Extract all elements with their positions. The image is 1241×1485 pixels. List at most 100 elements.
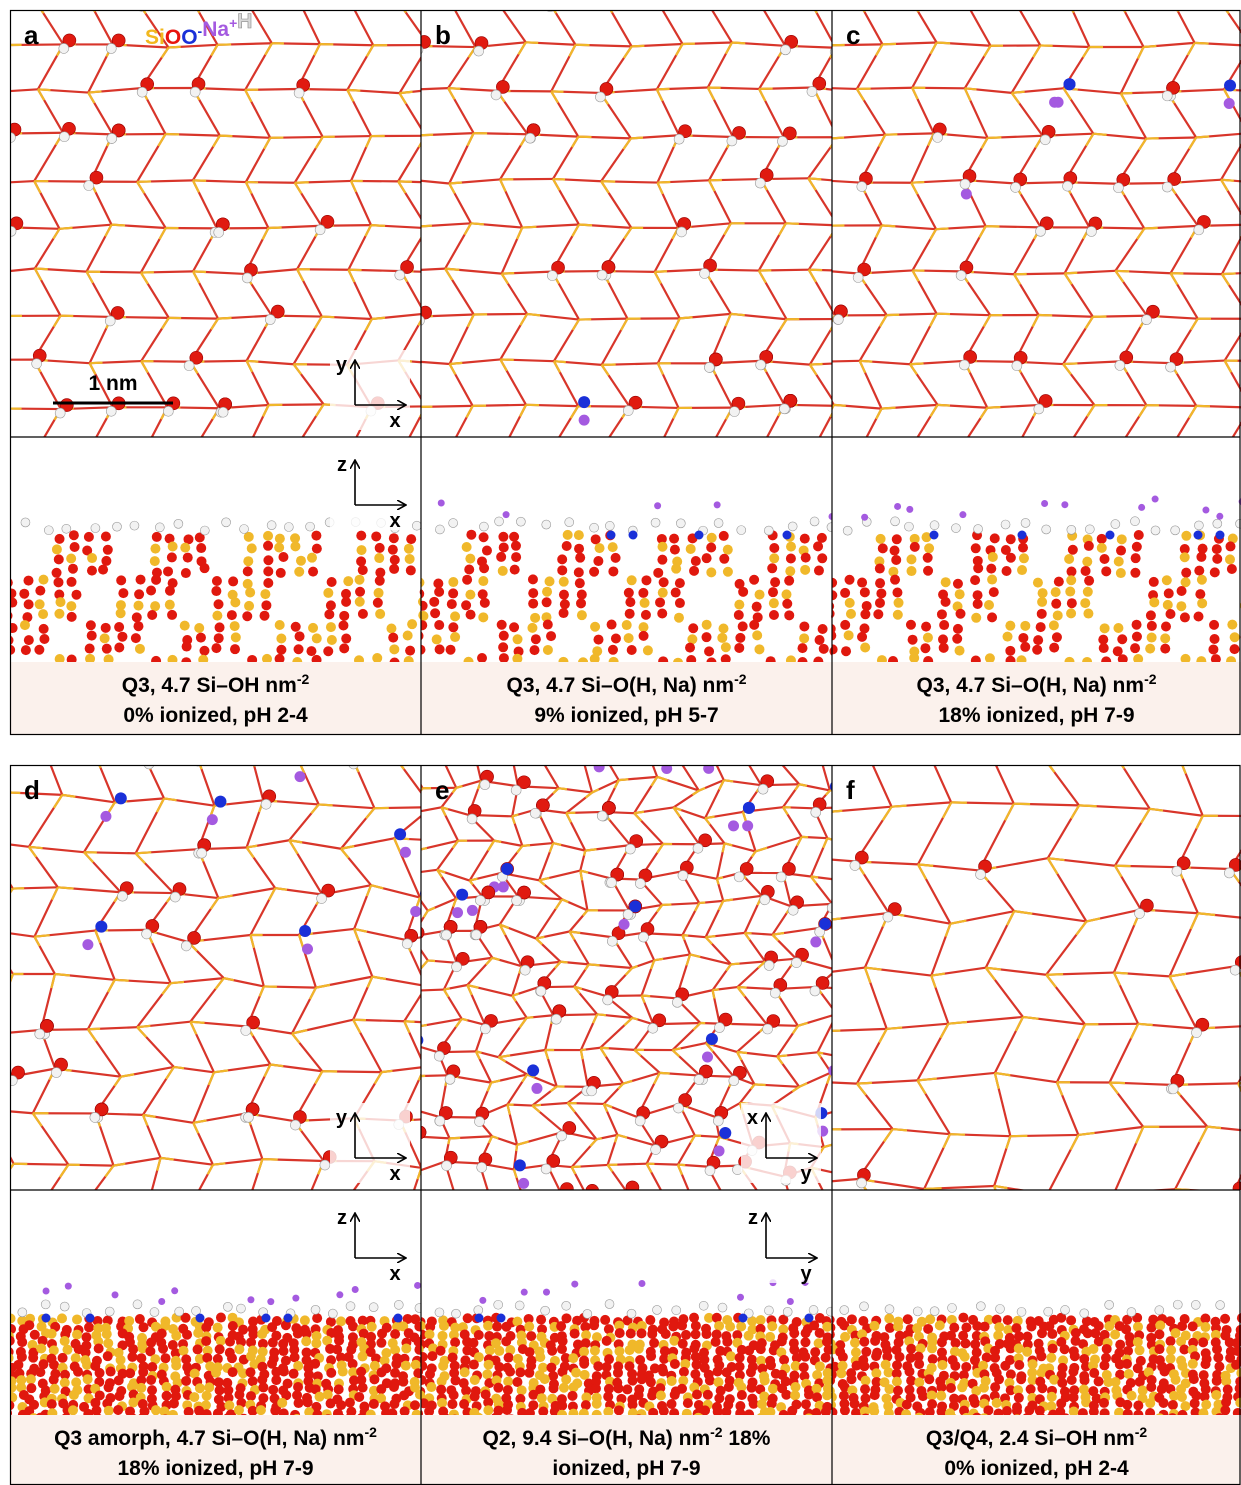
surface-h bbox=[650, 517, 661, 528]
hydrogen bbox=[316, 1253, 326, 1263]
side-atom bbox=[542, 619, 553, 630]
side-atom bbox=[371, 531, 382, 542]
side-atom bbox=[263, 578, 274, 589]
bond bbox=[617, 1082, 624, 1090]
side-atom bbox=[118, 588, 129, 599]
bond bbox=[1010, 92, 1021, 105]
side-atom bbox=[891, 554, 902, 565]
side-atom bbox=[791, 1352, 802, 1363]
bond bbox=[10, 179, 35, 184]
bond bbox=[589, 1138, 598, 1148]
bond bbox=[579, 497, 631, 499]
oxygen bbox=[421, 1125, 427, 1140]
bond bbox=[586, 1191, 626, 1194]
bond bbox=[911, 180, 925, 184]
side-atom bbox=[205, 1361, 216, 1372]
side-atom bbox=[468, 1337, 479, 1348]
bond bbox=[717, 1191, 720, 1202]
side-atom bbox=[10, 1353, 14, 1363]
side-atom bbox=[765, 1331, 776, 1342]
side-atom bbox=[421, 577, 425, 588]
oxide-ion bbox=[513, 1159, 526, 1172]
bond bbox=[115, 500, 128, 501]
bond bbox=[837, 316, 891, 319]
side-atom bbox=[242, 566, 253, 577]
bond bbox=[59, 1164, 70, 1178]
axis-label: x bbox=[389, 1163, 400, 1185]
bond bbox=[136, 1024, 151, 1029]
side-atom bbox=[27, 1339, 38, 1350]
side-atom bbox=[490, 1338, 501, 1349]
bond bbox=[832, 404, 835, 411]
side-atom bbox=[1196, 551, 1207, 562]
surface-h bbox=[90, 523, 101, 533]
side-atom bbox=[657, 587, 668, 598]
hydrogen bbox=[634, 1115, 646, 1127]
hydrogen bbox=[814, 926, 825, 938]
surface-h bbox=[605, 521, 615, 531]
bond bbox=[222, 1253, 263, 1259]
side-atom bbox=[49, 1359, 60, 1370]
side-atom bbox=[706, 657, 717, 662]
side-atom bbox=[289, 1352, 300, 1363]
bond bbox=[847, 989, 855, 992]
bond bbox=[843, 1230, 851, 1231]
side-atom bbox=[706, 542, 717, 553]
bond bbox=[0, 792, 6, 841]
surface-h bbox=[328, 1308, 338, 1319]
side-atom bbox=[575, 552, 586, 563]
side-atom bbox=[102, 1351, 113, 1362]
bond bbox=[427, 959, 436, 963]
bond bbox=[832, 314, 836, 323]
bond bbox=[442, 988, 450, 998]
side-atom bbox=[314, 1391, 325, 1402]
bond bbox=[1065, 451, 1072, 463]
bond bbox=[880, 229, 886, 240]
side-atom bbox=[460, 1355, 471, 1366]
side-atom bbox=[590, 621, 601, 632]
oxygen bbox=[548, 444, 561, 457]
bond bbox=[191, 179, 200, 193]
surface-h bbox=[929, 520, 940, 531]
bond bbox=[681, 765, 700, 792]
bond bbox=[666, 1199, 673, 1200]
surface-na bbox=[894, 502, 902, 510]
side-atom bbox=[227, 1320, 238, 1331]
side-atom bbox=[1130, 643, 1141, 654]
bond bbox=[161, 982, 172, 995]
bond bbox=[0, 451, 8, 500]
side-atom bbox=[346, 1412, 355, 1415]
oxygen bbox=[197, 747, 210, 760]
bond bbox=[875, 874, 893, 904]
bond bbox=[623, 227, 633, 240]
sodium-ion bbox=[410, 906, 421, 918]
bond bbox=[860, 450, 886, 500]
bond bbox=[413, 407, 419, 418]
hydrogen bbox=[260, 799, 272, 810]
side-atom bbox=[25, 1374, 36, 1385]
side-atom bbox=[1179, 612, 1190, 623]
bond bbox=[167, 1250, 181, 1253]
side-atom bbox=[465, 553, 476, 564]
bond bbox=[710, 10, 733, 44]
bond bbox=[37, 88, 51, 92]
bond bbox=[688, 1205, 694, 1212]
side-atom bbox=[1195, 589, 1206, 600]
side-atom bbox=[800, 1328, 811, 1339]
bond bbox=[841, 1173, 852, 1174]
side-atom bbox=[876, 655, 887, 662]
side-atom bbox=[625, 597, 636, 608]
side-atom bbox=[71, 589, 82, 600]
hydrogen bbox=[887, 1205, 897, 1215]
oxygen bbox=[698, 833, 712, 848]
side-atom bbox=[874, 597, 885, 608]
sodium-ion bbox=[661, 765, 673, 774]
side-atom bbox=[572, 1339, 583, 1350]
oxygen bbox=[394, 746, 407, 759]
bond bbox=[268, 887, 277, 901]
bond bbox=[1136, 46, 1145, 60]
side-atom bbox=[160, 1353, 171, 1364]
bond bbox=[990, 499, 1003, 500]
oxygen bbox=[852, 740, 865, 753]
hydrogen bbox=[519, 964, 531, 976]
